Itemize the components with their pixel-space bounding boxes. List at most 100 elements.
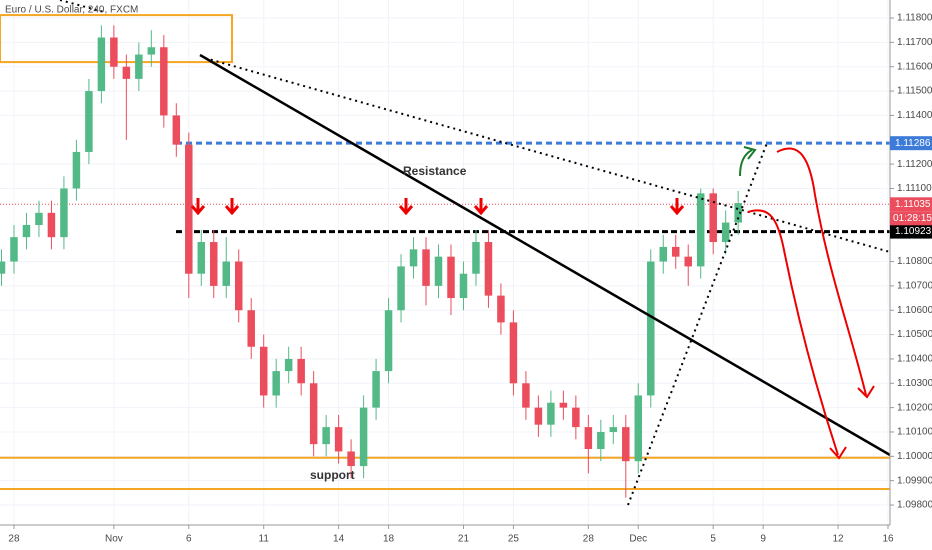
- candle-body: [35, 212, 43, 225]
- axes: 1.09800 1.09900 1.10000 1.10100 1.10200 1.103…: [8, 13, 932, 545]
- candle-body: [259, 346, 268, 396]
- candle-body: [721, 222, 730, 243]
- candle-body: [622, 427, 630, 462]
- red-arrows: [190, 198, 685, 216]
- candle-body: [160, 47, 168, 116]
- candle-body: [60, 188, 68, 238]
- candle-body: [522, 383, 530, 408]
- candle-body: [509, 322, 518, 384]
- candle-body: [372, 371, 380, 408]
- candle-body: [334, 427, 343, 452]
- y-tick-label: 1.11200: [897, 159, 932, 170]
- candle-body: [547, 402, 555, 425]
- candle-body: [422, 249, 430, 286]
- candle-body: [684, 256, 692, 267]
- price-tag: [890, 136, 932, 151]
- candle-body: [297, 358, 305, 384]
- x-tick-label: 18: [383, 534, 395, 545]
- candle-body: [497, 295, 505, 323]
- y-tick-label: 1.10100: [897, 427, 932, 438]
- candle-body: [647, 261, 655, 396]
- candle-body: [359, 407, 368, 467]
- candle-body: [584, 427, 593, 450]
- x-tick-label: 16: [882, 534, 894, 545]
- y-tick-label: 1.11100: [897, 183, 932, 194]
- candle-body: [247, 310, 255, 347]
- y-tick-label: 1.10800: [897, 256, 932, 267]
- candle-body: [47, 212, 56, 238]
- countdown-tag: [890, 211, 932, 226]
- x-tick-label: 28: [583, 534, 595, 545]
- candle-body: [447, 256, 455, 299]
- x-tick-label: 28: [8, 534, 20, 545]
- candle-body: [72, 151, 81, 189]
- candle-body: [472, 242, 480, 274]
- y-tick-label: 1.10200: [897, 402, 932, 413]
- candle-body: [172, 115, 181, 145]
- candle-body: [122, 66, 131, 79]
- x-tick-label: 12: [832, 534, 844, 545]
- candle-body: [534, 407, 543, 425]
- candle-body: [135, 54, 143, 79]
- countdown: 01:28:15: [893, 213, 932, 224]
- candle-body: [22, 225, 31, 238]
- candle-body: [147, 47, 156, 55]
- x-tick-label: 25: [508, 534, 520, 545]
- y-tick-label: 1.10400: [897, 354, 932, 365]
- y-tick-label: 1.11500: [897, 86, 932, 97]
- candle-body: [397, 266, 405, 311]
- annotation: support: [310, 468, 355, 482]
- candle-body: [696, 193, 705, 267]
- candle-body: [734, 203, 742, 223]
- x-tick-label: 11: [259, 534, 270, 545]
- candle-body: [572, 407, 580, 428]
- grid: [0, 0, 890, 525]
- y-tick-label: 1.11400: [897, 110, 932, 121]
- x-tick-label: 6: [186, 534, 192, 545]
- y-tick-label: 1.10500: [897, 329, 932, 340]
- candle-body: [272, 371, 280, 396]
- candle-body: [634, 395, 643, 462]
- y-tick-label: 1.10300: [897, 378, 932, 389]
- price-tag-label: 1.11035: [895, 199, 931, 210]
- price-tag-label: 1.11286: [895, 138, 931, 149]
- candle-body: [671, 246, 680, 257]
- candle-body: [659, 246, 668, 262]
- y-tick-label: 1.11700: [897, 37, 932, 48]
- x-tick-label: Dec: [629, 534, 647, 545]
- x-tick-label: Nov: [105, 534, 123, 545]
- x-tick-label: 9: [760, 534, 766, 545]
- chart-title: Euro / U.S. Dollar, 240, FXCM: [5, 5, 138, 16]
- x-tick-label: 5: [710, 534, 716, 545]
- candle-body: [609, 427, 618, 432]
- y-tick-label: 1.09800: [897, 500, 932, 511]
- candle-body: [309, 383, 318, 445]
- candle-body: [222, 261, 230, 286]
- x-tick-label: 14: [333, 534, 345, 545]
- candle-body: [110, 37, 118, 67]
- y-tick-label: 1.10000: [897, 451, 932, 462]
- candle-body: [234, 261, 243, 311]
- candle-body: [459, 273, 468, 299]
- candle-body: [384, 310, 393, 372]
- candle-body: [434, 256, 443, 286]
- projection-arrows: [739, 146, 875, 460]
- drawings: [59, 0, 891, 506]
- candle-body: [10, 237, 18, 262]
- x-tick-label: 21: [458, 534, 470, 545]
- candle-body: [197, 242, 206, 274]
- candles: [0, 25, 742, 498]
- trend-line: [199, 53, 891, 457]
- candle-body: [322, 427, 330, 445]
- candle-body: [0, 261, 6, 274]
- candle-body: [409, 249, 418, 267]
- trend-line: [204, 57, 891, 253]
- candle-body: [97, 37, 106, 92]
- y-tick-label: 1.11800: [897, 13, 932, 24]
- candle-body: [85, 91, 93, 152]
- trend-line: [627, 142, 768, 506]
- candle-body: [597, 431, 605, 450]
- candle-body: [210, 242, 218, 286]
